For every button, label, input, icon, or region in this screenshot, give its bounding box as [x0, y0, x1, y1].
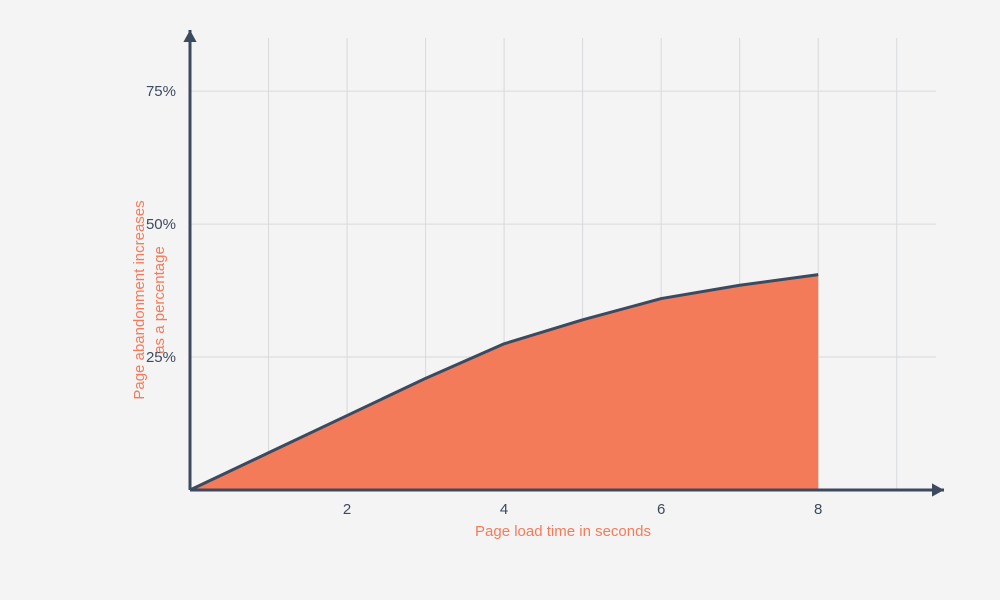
x-tick-label: 4 [500, 501, 508, 518]
x-axis-label: Page load time in seconds [190, 523, 936, 540]
x-tick-label: 8 [814, 501, 822, 518]
area-chart: 25%50%75%2468 Page abandonment increases… [0, 0, 1000, 600]
y-axis-label-line1: Page abandonment increases [130, 200, 150, 399]
y-axis-label-line2: as a percentage [150, 200, 170, 399]
y-axis-label: Page abandonment increases as a percenta… [130, 200, 169, 399]
x-tick-label: 6 [657, 501, 665, 518]
y-tick-label: 75% [146, 83, 176, 100]
y-axis-arrow-icon [183, 30, 196, 42]
x-tick-label: 2 [343, 501, 351, 518]
x-axis-arrow-icon [932, 483, 944, 496]
